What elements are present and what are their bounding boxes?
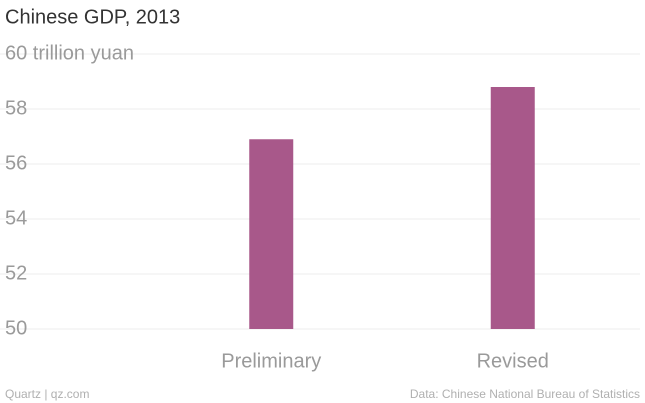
y-tick-label: 50 bbox=[5, 317, 27, 339]
y-tick-label: 54 bbox=[5, 207, 27, 229]
x-tick-label: Revised bbox=[477, 350, 549, 372]
x-tick-label: Preliminary bbox=[221, 350, 321, 372]
y-tick-label: 56 bbox=[5, 152, 27, 174]
bar bbox=[490, 87, 535, 329]
source: Data: Chinese National Bureau of Statist… bbox=[410, 387, 640, 401]
credit: Quartz | qz.com bbox=[5, 387, 89, 401]
y-tick-label: 52 bbox=[5, 262, 27, 284]
y-tick-label: 58 bbox=[5, 97, 27, 119]
bar bbox=[249, 139, 294, 329]
y-tick-label: 60 trillion yuan bbox=[5, 42, 134, 64]
chart-title: Chinese GDP, 2013 bbox=[5, 6, 180, 28]
